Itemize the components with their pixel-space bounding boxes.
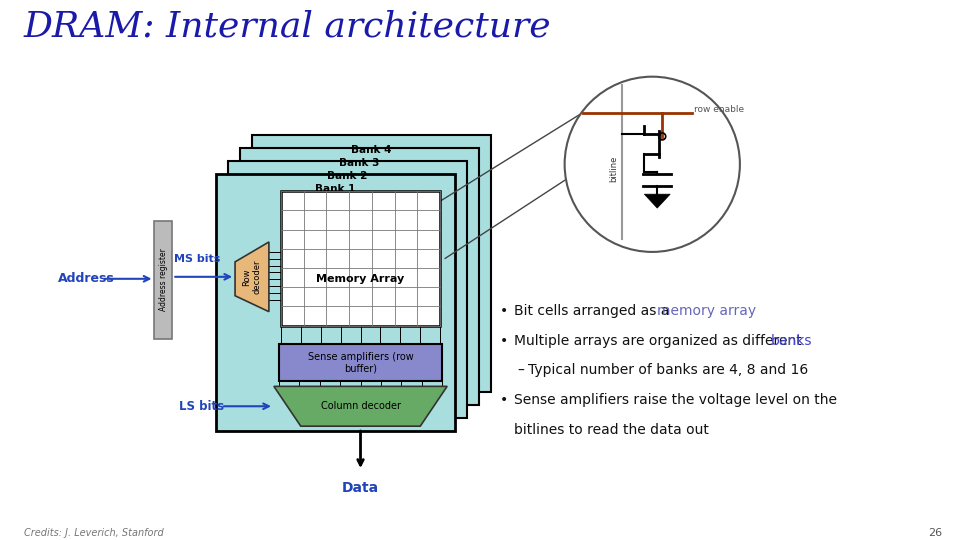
- Text: Sense amplifiers raise the voltage level on the: Sense amplifiers raise the voltage level…: [514, 393, 837, 407]
- Text: banks: banks: [771, 334, 812, 348]
- Text: Credits: J. Leverich, Stanford: Credits: J. Leverich, Stanford: [24, 528, 164, 538]
- Text: Bank 3: Bank 3: [339, 158, 380, 168]
- Text: Bank 1: Bank 1: [316, 184, 356, 194]
- Text: Data: Data: [342, 481, 379, 495]
- Text: Memory Array: Memory Array: [317, 274, 404, 284]
- Text: MS bits: MS bits: [175, 254, 221, 264]
- Text: Address: Address: [58, 272, 114, 285]
- Bar: [281, 191, 441, 326]
- Text: Multiple arrays are organized as different: Multiple arrays are organized as differe…: [514, 334, 806, 348]
- Polygon shape: [644, 194, 670, 208]
- Text: –: –: [517, 363, 525, 377]
- Text: LS bits: LS bits: [180, 400, 225, 413]
- Text: •: •: [500, 334, 508, 348]
- Text: Typical number of banks are 4, 8 and 16: Typical number of banks are 4, 8 and 16: [528, 363, 808, 377]
- Bar: [278, 343, 443, 381]
- Text: bitlines to read the data out: bitlines to read the data out: [514, 423, 708, 437]
- Text: Bank 2: Bank 2: [327, 171, 368, 181]
- Bar: [216, 174, 455, 431]
- Text: bitline: bitline: [610, 156, 618, 183]
- Text: Address register: Address register: [158, 248, 168, 311]
- Text: Sense amplifiers (row
buffer): Sense amplifiers (row buffer): [307, 352, 414, 373]
- Polygon shape: [274, 386, 447, 426]
- Polygon shape: [235, 242, 269, 312]
- Text: •: •: [500, 393, 508, 407]
- Text: Bank 4: Bank 4: [351, 145, 392, 156]
- Text: •: •: [500, 303, 508, 318]
- Text: DRAM: Internal architecture: DRAM: Internal architecture: [24, 10, 552, 44]
- Bar: [252, 136, 491, 393]
- Bar: [155, 221, 172, 339]
- Bar: [240, 148, 479, 405]
- Bar: [228, 161, 468, 418]
- Text: 26: 26: [928, 528, 942, 538]
- Text: memory array: memory array: [658, 303, 756, 318]
- Text: Bit cells arranged as a: Bit cells arranged as a: [514, 303, 674, 318]
- Text: Row
decoder: Row decoder: [242, 260, 262, 294]
- Text: row enable: row enable: [694, 105, 744, 114]
- Text: Column decoder: Column decoder: [321, 401, 400, 411]
